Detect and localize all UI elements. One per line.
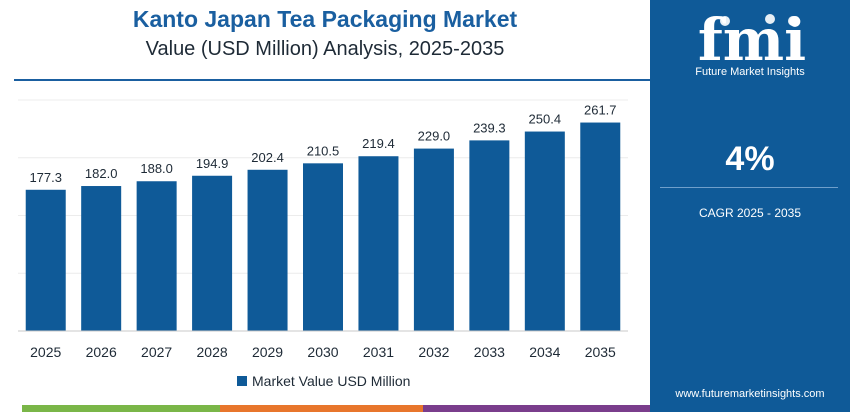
sidebar-panel: fmi Future Market Insights 4% CAGR 2025 …: [650, 0, 850, 412]
footer-band-orange: [220, 405, 423, 412]
x-tick-2033: 2033: [474, 344, 505, 360]
chart-title: Kanto Japan Tea Packaging Market: [132, 6, 518, 32]
x-tick-2034: 2034: [529, 344, 560, 360]
bar-2031: [358, 156, 399, 331]
legend-swatch: [237, 376, 247, 386]
title-divider: [14, 79, 654, 81]
x-tick-2025: 2025: [30, 344, 61, 360]
value-labels: 177.3 182.0 188.0 194.9 202.4 210.5 219.4 229.0…: [29, 103, 616, 185]
fmi-logo: fmi: [698, 10, 806, 70]
cagr-label: CAGR 2025 - 2035: [698, 206, 802, 220]
website-link[interactable]: www.futuremarketinsights.com: [675, 388, 825, 400]
logo-tagline: Future Market Insights: [695, 66, 805, 78]
x-axis-labels: 2025 2026 2027 2028 2029 2030 2031 2032 2033 2034…: [30, 344, 616, 360]
value-label-2030: 210.5: [307, 143, 340, 158]
value-label-2031: 219.4: [362, 136, 395, 151]
value-label-2029: 202.4: [251, 150, 284, 165]
x-tick-2029: 2029: [252, 344, 283, 360]
panel-divider: [660, 187, 838, 188]
x-tick-2031: 2031: [363, 344, 394, 360]
value-label-2025: 177.3: [29, 170, 62, 185]
x-tick-2035: 2035: [585, 344, 616, 360]
bar-2027: [136, 181, 177, 331]
bar-2032: [413, 148, 454, 331]
value-label-2032: 229.0: [418, 129, 451, 144]
value-label-2028: 194.9: [196, 156, 229, 171]
bars: [25, 122, 621, 331]
bar-2035: [580, 122, 621, 331]
x-tick-2032: 2032: [418, 344, 449, 360]
legend-label: Market Value USD Million: [252, 373, 410, 389]
x-tick-2030: 2030: [307, 344, 338, 360]
bar-2026: [81, 186, 122, 331]
bar-2025: [25, 189, 66, 331]
x-tick-2028: 2028: [197, 344, 228, 360]
value-label-2034: 250.4: [529, 112, 562, 127]
footer-band-purple: [423, 405, 650, 412]
bar-chart: 177.3 182.0 188.0 194.9 202.4 210.5 219.4 229.0…: [18, 99, 628, 389]
footer-band-green: [22, 405, 220, 412]
value-label-2027: 188.0: [140, 161, 173, 176]
bar-2030: [303, 163, 343, 331]
bar-2034: [524, 131, 565, 331]
chart-subtitle: Value (USD Million) Analysis, 2025-2035: [145, 38, 505, 60]
bar-2029: [247, 169, 288, 331]
value-label-2035: 261.7: [584, 103, 617, 118]
x-tick-2026: 2026: [86, 344, 117, 360]
cagr-value: 4%: [725, 140, 775, 178]
bar-2028: [192, 175, 233, 331]
value-label-2026: 182.0: [85, 166, 118, 181]
x-tick-2027: 2027: [141, 344, 172, 360]
bar-2033: [469, 140, 510, 331]
value-label-2033: 239.3: [473, 120, 506, 135]
